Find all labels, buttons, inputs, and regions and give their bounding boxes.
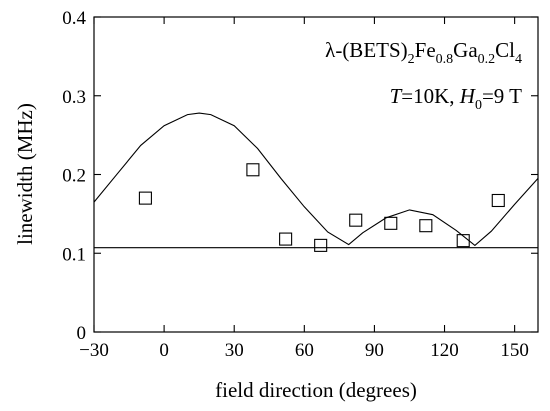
compound-fe: Fe: [415, 38, 436, 62]
x-tick-label: 60: [295, 340, 314, 361]
data-point: [491, 193, 505, 208]
data-point: [314, 238, 328, 252]
field-subscript: 0: [475, 98, 482, 113]
data-point: [246, 163, 260, 177]
data-point: [349, 213, 363, 227]
temperature-value: =10K,: [401, 84, 460, 108]
y-tick-label: 0: [77, 323, 87, 344]
x-tick-label: 90: [365, 340, 384, 361]
y-tick-label: 0.3: [62, 87, 86, 108]
y-axis-label: linewidth (MHz): [13, 103, 37, 245]
conditions-annotation: T=10K, H0=9 T: [390, 84, 523, 113]
data-point: [138, 191, 152, 205]
compound-sub-3: 0.2: [478, 52, 496, 67]
temperature-symbol: T: [390, 84, 403, 108]
compound-annotation: λ-(BETS)2Fe0.8Ga0.2Cl4: [325, 38, 522, 67]
y-tick-label: 0.4: [62, 8, 86, 29]
y-tick-label: 0.2: [62, 166, 86, 187]
data-point: [279, 232, 293, 246]
series-layer: [93, 112, 539, 252]
y-tick-label: 0.1: [62, 244, 86, 265]
compound-sub-4: 4: [515, 52, 522, 67]
compound-sub-2: 0.8: [436, 52, 454, 67]
x-tick-label: 0: [159, 340, 169, 361]
x-tick-label: −30: [79, 340, 109, 361]
plot-frame: [93, 16, 539, 333]
data-point: [419, 219, 433, 233]
data-point: [384, 216, 398, 230]
field-value: =9 T: [482, 84, 522, 108]
compound-ga: Ga: [453, 38, 478, 62]
x-tick-label: 30: [225, 340, 244, 361]
compound-sub-1: 2: [408, 52, 415, 67]
x-axis-label: field direction (degrees): [215, 378, 417, 402]
x-tick-label: 150: [500, 340, 529, 361]
field-symbol: H: [459, 84, 477, 108]
series-line-1: [93, 112, 539, 247]
compound-prefix: λ-(BETS): [325, 38, 408, 62]
compound-cl: Cl: [495, 38, 515, 62]
x-tick-label: 120: [430, 340, 459, 361]
